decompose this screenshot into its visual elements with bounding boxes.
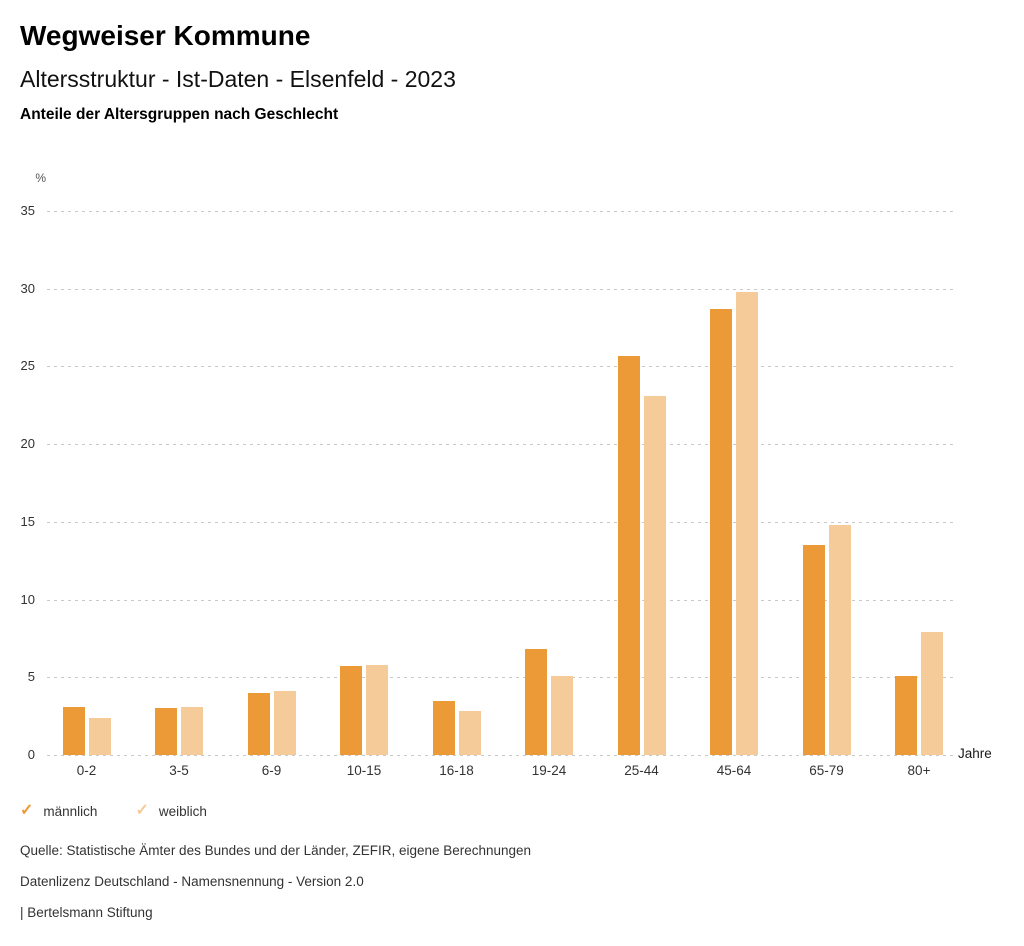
gridline-15 bbox=[47, 521, 953, 523]
license-note: Datenlizenz Deutschland - Namensnennung … bbox=[20, 874, 364, 889]
source-note: Quelle: Statistische Ämter des Bundes un… bbox=[20, 843, 532, 858]
bar-weiblich-19-24[interactable] bbox=[551, 675, 573, 755]
gridline-30 bbox=[47, 288, 953, 290]
bar-weiblich-6-9[interactable] bbox=[273, 691, 296, 755]
chart-subtitle: Anteile der Altersgruppen nach Geschlech… bbox=[20, 106, 339, 123]
y-tick-label-20: 20 bbox=[20, 436, 35, 452]
x-tick-label-25-44: 25-44 bbox=[624, 763, 659, 778]
y-tick-label-10: 10 bbox=[20, 591, 35, 607]
plot-area bbox=[47, 211, 953, 756]
legend-item-maennlich[interactable]: ✓ männlich bbox=[20, 802, 97, 820]
bar-weiblich-65-79[interactable] bbox=[828, 524, 851, 755]
bar-weiblich-16-18[interactable] bbox=[458, 711, 481, 755]
attribution-note: | Bertelsmann Stiftung bbox=[20, 905, 153, 920]
y-tick-label-35: 35 bbox=[20, 203, 35, 218]
y-tick-label-0: 0 bbox=[27, 747, 35, 762]
bar-weiblich-25-44[interactable] bbox=[643, 395, 666, 755]
checkmark-icon: ✓ bbox=[20, 802, 34, 819]
legend: ✓ männlich ✓ weiblich bbox=[20, 802, 207, 820]
x-tick-label-19-24: 19-24 bbox=[531, 763, 567, 778]
legend-label-weiblich: weiblich bbox=[158, 803, 207, 819]
bar-männlich-80+[interactable] bbox=[895, 675, 917, 755]
legend-label-maennlich: männlich bbox=[43, 803, 98, 819]
page-title: Wegweiser Kommune bbox=[20, 20, 311, 51]
checkmark-icon: ✓ bbox=[135, 802, 149, 819]
x-tick-label-0-2: 0-2 bbox=[76, 763, 97, 778]
bar-männlich-16-18[interactable] bbox=[432, 700, 455, 755]
bar-weiblich-45-64[interactable] bbox=[736, 291, 758, 755]
x-tick-label-16-18: 16-18 bbox=[439, 763, 474, 778]
legend-item-weiblich[interactable]: ✓ weiblich bbox=[135, 802, 206, 820]
x-tick-label-3-5: 3-5 bbox=[169, 763, 189, 778]
y-tick-label-30: 30 bbox=[20, 280, 35, 296]
bar-weiblich-3-5[interactable] bbox=[181, 706, 203, 755]
x-tick-label-65-79: 65-79 bbox=[809, 763, 844, 778]
bar-männlich-19-24[interactable] bbox=[525, 649, 547, 755]
y-tick-label-25: 25 bbox=[20, 358, 35, 374]
footer: Quelle: Statistische Ämter des Bundes un… bbox=[20, 835, 531, 928]
bar-männlich-65-79[interactable] bbox=[802, 545, 825, 755]
x-tick-label-6-9: 6-9 bbox=[261, 763, 282, 778]
x-axis: 0-2 3-5 6-9 10-15 16-18 19-24 25-44 45-64 65-79 8… bbox=[47, 763, 953, 783]
bar-weiblich-10-15[interactable] bbox=[366, 664, 388, 755]
x-tick-label-10-15: 10-15 bbox=[346, 763, 382, 778]
x-axis-unit-label: Jahre bbox=[958, 746, 992, 761]
bar-männlich-10-15[interactable] bbox=[340, 666, 362, 755]
gridline-25 bbox=[47, 366, 953, 368]
y-axis: 0 5 10 15 20 25 30 35 bbox=[0, 203, 35, 762]
x-tick-label-45-64: 45-64 bbox=[716, 763, 752, 778]
gridline-35 bbox=[47, 211, 953, 212]
bar-männlich-45-64[interactable] bbox=[710, 308, 732, 755]
chart-title: Altersstruktur - Ist-Daten - Elsenfeld -… bbox=[20, 66, 456, 92]
bar-weiblich-80+[interactable] bbox=[921, 632, 943, 755]
gridline-10 bbox=[47, 599, 953, 601]
bar-männlich-6-9[interactable] bbox=[247, 692, 270, 755]
bar-männlich-25-44[interactable] bbox=[617, 355, 640, 755]
y-tick-label-15: 15 bbox=[20, 513, 35, 529]
y-tick-label-5: 5 bbox=[27, 669, 35, 685]
gridline-0 bbox=[47, 755, 953, 756]
x-tick-label-80+: 80+ bbox=[907, 763, 931, 778]
gridline-20 bbox=[47, 444, 953, 446]
bar-männlich-0-2[interactable] bbox=[62, 706, 85, 755]
y-axis-unit-label: % bbox=[35, 171, 46, 185]
gridline-5 bbox=[47, 677, 953, 679]
bar-weiblich-0-2[interactable] bbox=[88, 717, 111, 755]
bar-männlich-3-5[interactable] bbox=[155, 708, 177, 755]
